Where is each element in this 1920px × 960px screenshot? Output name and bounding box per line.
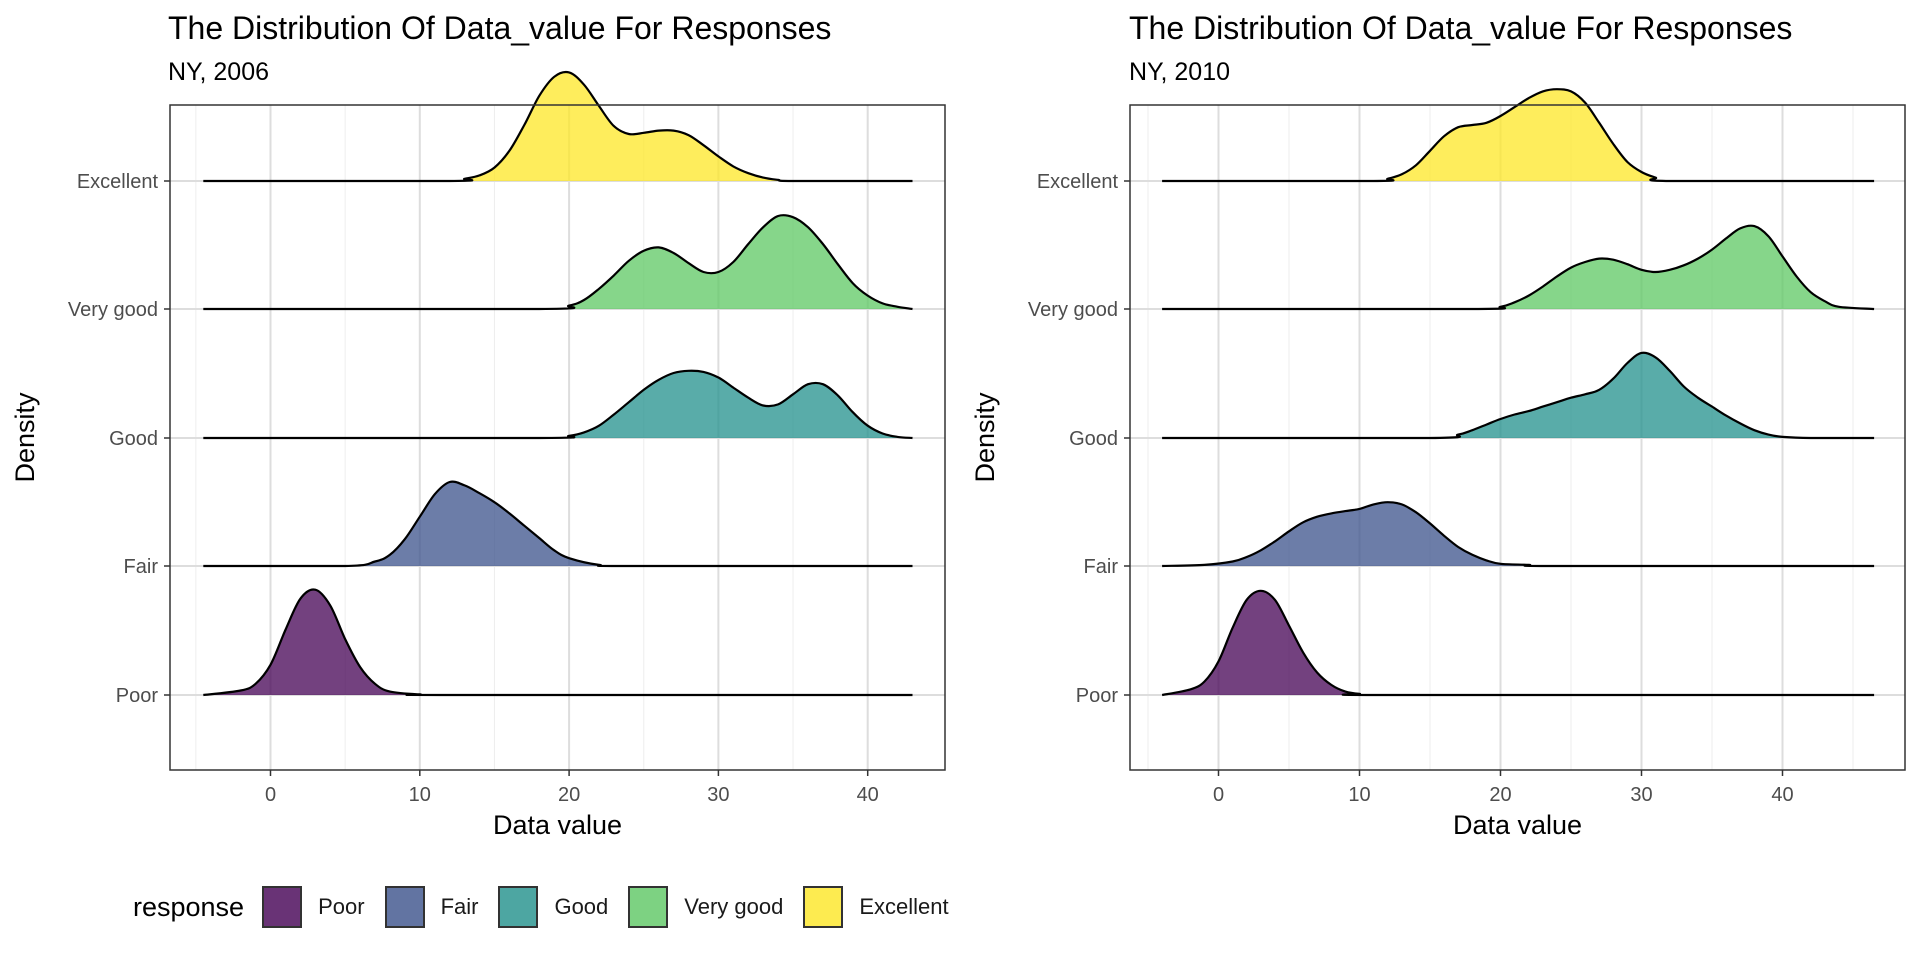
legend-item-fair: Fair bbox=[384, 886, 479, 928]
chart-panel-2006: The Distribution Of Data_value For Respo… bbox=[0, 0, 960, 840]
legend-label: Excellent bbox=[859, 894, 949, 919]
legend-title: response bbox=[133, 891, 245, 922]
y-tick-label: Poor bbox=[116, 685, 159, 707]
chart-subtitle: NY, 2006 bbox=[168, 58, 270, 86]
density-area-very-good bbox=[1162, 225, 1875, 309]
density-area-poor bbox=[203, 589, 913, 695]
density-area-fair bbox=[1162, 502, 1875, 566]
legend-item-excellent: Excellent bbox=[803, 886, 949, 928]
density-line-excellent bbox=[203, 70, 913, 183]
density-line-fair bbox=[203, 480, 913, 568]
density-area-poor bbox=[1162, 590, 1875, 695]
density-line-very-good bbox=[1162, 224, 1875, 311]
legend-swatch bbox=[498, 886, 539, 928]
y-tick-label: Good bbox=[1069, 428, 1118, 450]
x-tick-label: 30 bbox=[707, 784, 729, 806]
y-tick-label: Good bbox=[109, 428, 158, 450]
legend-label: Good bbox=[554, 894, 609, 919]
ridgeline-plot: Poor Fair Good Very good Excellent 0 10 20 30 40 D… bbox=[970, 88, 1906, 840]
density-area-good bbox=[203, 370, 913, 438]
chart-panel-2010: The Distribution Of Data_value For Respo… bbox=[960, 0, 1920, 840]
y-tick-label: Poor bbox=[1076, 685, 1119, 707]
x-axis-label: Data value bbox=[493, 810, 622, 840]
density-line-good bbox=[1162, 351, 1875, 440]
y-tick-label: Fair bbox=[1084, 556, 1119, 578]
x-tick-label: 10 bbox=[1348, 784, 1370, 806]
ridgeline-plot: Poor Fair Good Very good Excellent 0 10 20 30 40 D… bbox=[10, 70, 946, 840]
density-area-very-good bbox=[203, 215, 913, 309]
legend-item-poor: Poor bbox=[262, 886, 365, 928]
y-tick-label: Very good bbox=[1028, 299, 1118, 321]
x-tick-label: 40 bbox=[857, 784, 879, 806]
chart-subtitle: NY, 2010 bbox=[1129, 58, 1231, 86]
density-area-good bbox=[1162, 352, 1875, 438]
density-line-poor bbox=[203, 588, 913, 697]
x-tick-label: 10 bbox=[409, 784, 431, 806]
x-tick-label: 0 bbox=[265, 784, 276, 806]
density-line-fair bbox=[1162, 501, 1875, 568]
density-area-excellent bbox=[203, 71, 913, 181]
legend-label: Fair bbox=[440, 894, 479, 919]
y-axis-label: Density bbox=[970, 392, 1000, 483]
density-line-excellent bbox=[1162, 88, 1875, 183]
y-tick-label: Very good bbox=[68, 299, 158, 321]
legend-swatch bbox=[384, 886, 425, 928]
y-tick-label: Fair bbox=[124, 556, 159, 578]
x-tick-label: 30 bbox=[1630, 784, 1652, 806]
x-axis-label: Data value bbox=[1453, 810, 1582, 840]
y-tick-label: Excellent bbox=[1037, 171, 1119, 193]
x-tick-label: 20 bbox=[558, 784, 580, 806]
legend-swatch bbox=[628, 886, 669, 928]
legend-item-very-good: Very good bbox=[628, 886, 783, 928]
legend-swatch bbox=[803, 886, 844, 928]
legend-swatch bbox=[262, 886, 303, 928]
density-line-very-good bbox=[203, 214, 913, 311]
y-axis-label: Density bbox=[10, 392, 40, 483]
y-tick-label: Excellent bbox=[77, 171, 159, 193]
chart-title: The Distribution Of Data_value For Respo… bbox=[168, 10, 832, 46]
x-tick-label: 40 bbox=[1771, 784, 1793, 806]
chart-title: The Distribution Of Data_value For Respo… bbox=[1129, 10, 1793, 46]
x-tick-label: 20 bbox=[1489, 784, 1511, 806]
legend-label: Poor bbox=[318, 894, 365, 919]
density-area-excellent bbox=[1162, 89, 1875, 181]
density-line-good bbox=[203, 369, 913, 440]
legend-item-good: Good bbox=[498, 886, 608, 928]
legend-label: Very good bbox=[684, 894, 784, 919]
x-tick-label: 0 bbox=[1213, 784, 1224, 806]
legend: response Poor Fair Good Very good Excell… bbox=[133, 882, 969, 932]
density-line-poor bbox=[1161, 589, 1875, 697]
